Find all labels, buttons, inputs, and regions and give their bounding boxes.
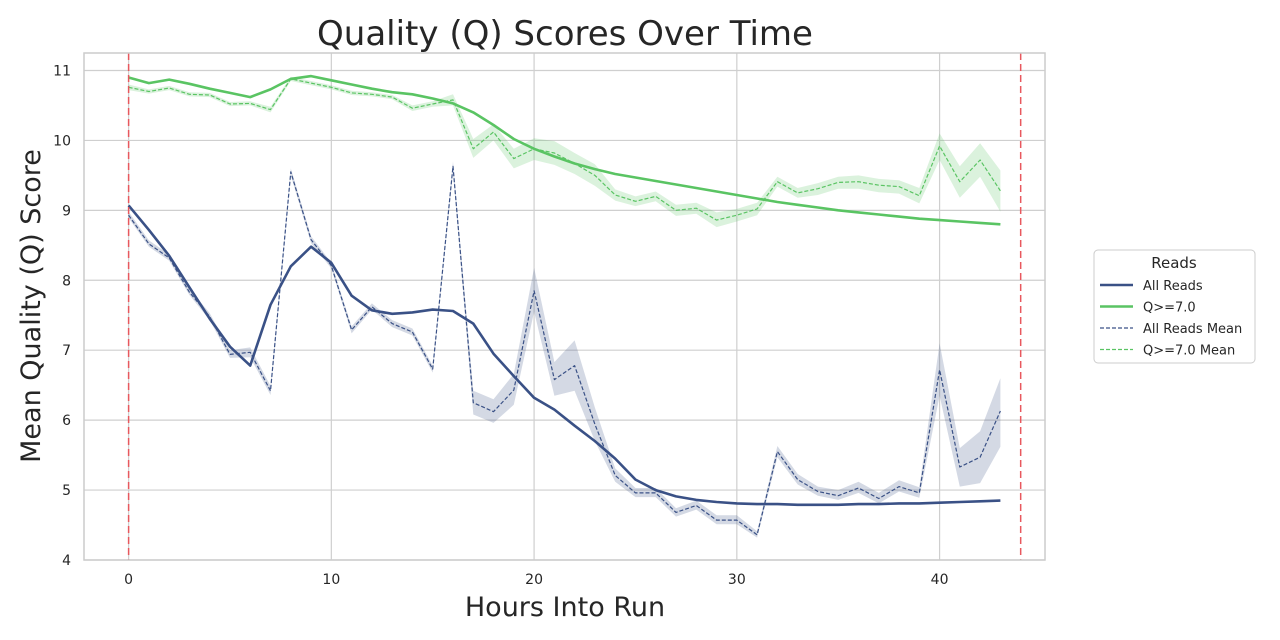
x-tick-label: 20 xyxy=(525,572,543,588)
series-line xyxy=(128,74,1001,226)
legend-label: Q>=7.0 xyxy=(1143,301,1196,316)
x-tick-label: 10 xyxy=(322,572,340,588)
legend-label: All Reads xyxy=(1143,279,1203,294)
x-tick-label: 0 xyxy=(124,572,133,588)
y-tick-label: 4 xyxy=(62,553,71,569)
legend: Reads All Reads Q>=7.0 All Reads Mean Q>=7.… xyxy=(1093,249,1256,364)
series-line xyxy=(128,165,1001,536)
x-tick-label: 30 xyxy=(728,572,746,588)
x-tick-label: 40 xyxy=(931,572,949,588)
plot-area xyxy=(84,53,1045,560)
y-tick-labels: 4 5 6 7 8 9 10 11 xyxy=(53,63,71,569)
y-tick-label: 5 xyxy=(62,483,71,499)
y-tick-label: 7 xyxy=(62,343,71,359)
plot-frame xyxy=(83,52,1046,561)
run-boundary-lines xyxy=(127,53,1022,560)
confidence-band xyxy=(128,76,1001,228)
confidence-bands xyxy=(128,76,1001,538)
legend-title: Reads xyxy=(1151,254,1197,272)
legend-label: Q>=7.0 Mean xyxy=(1143,344,1235,359)
x-axis-title: Hours Into Run xyxy=(465,592,665,623)
series-line xyxy=(128,78,1001,221)
y-axis-title: Mean Quality (Q) Score xyxy=(16,149,47,463)
y-tick-label: 9 xyxy=(62,203,71,219)
y-tick-label: 8 xyxy=(62,273,71,289)
legend-label: All Reads Mean xyxy=(1143,322,1242,337)
legend-box xyxy=(1093,249,1256,364)
plot-border xyxy=(83,52,1046,561)
y-tick-label: 11 xyxy=(53,63,71,79)
y-tick-label: 6 xyxy=(62,413,71,429)
chart-title: Quality (Q) Scores Over Time xyxy=(317,14,813,54)
plot-background xyxy=(84,53,1045,560)
x-tick-labels: 0 10 20 30 40 xyxy=(124,572,948,588)
series-line xyxy=(127,204,1001,507)
series-lines xyxy=(127,74,1001,536)
grid-lines xyxy=(84,53,1045,561)
y-tick-label: 10 xyxy=(53,133,71,149)
